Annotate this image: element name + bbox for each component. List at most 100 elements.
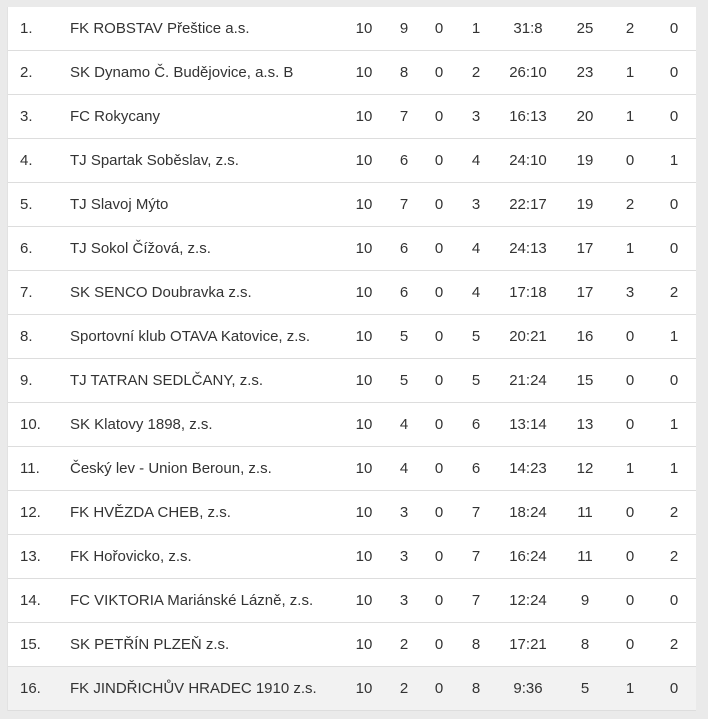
extra-stat-2-cell: 1 (669, 152, 679, 169)
played-cell: 10 (355, 328, 373, 345)
played-cell: 10 (355, 416, 373, 433)
points-cell: 8 (580, 636, 590, 653)
score-cell: 31:8 (513, 20, 543, 37)
points-cell: 16 (576, 328, 594, 345)
team-name-cell: Český lev - Union Beroun, z.s. (70, 460, 272, 477)
losses-cell: 5 (471, 372, 481, 389)
points-cell: 15 (576, 372, 594, 389)
wins-cell: 6 (399, 152, 409, 169)
wins-cell: 6 (399, 240, 409, 257)
wins-cell: 2 (399, 680, 409, 697)
rank-cell: 5. (20, 196, 33, 213)
team-name-cell: TJ Sokol Čížová, z.s. (70, 240, 211, 257)
extra-stat-2-cell: 0 (669, 20, 679, 37)
team-name-cell: FC VIKTORIA Mariánské Lázně, z.s. (70, 592, 314, 609)
played-cell: 10 (355, 372, 373, 389)
team-name-cell: TJ Spartak Soběslav, z.s. (70, 152, 239, 169)
played-cell: 10 (355, 196, 373, 213)
rank-cell: 4. (20, 152, 33, 169)
team-name-cell: FK Hořovicko, z.s. (70, 548, 192, 565)
extra-stat-2-cell: 0 (669, 680, 679, 697)
played-cell: 10 (355, 548, 373, 565)
played-cell: 10 (355, 504, 373, 521)
extra-stat-2-cell: 0 (669, 108, 679, 125)
table-row: 1. FK ROBSTAV Přeštice a.s. 10 9 0 1 31:8 25 2 0 (8, 7, 696, 51)
draws-cell: 0 (434, 372, 444, 389)
played-cell: 10 (355, 240, 373, 257)
score-cell: 16:24 (509, 548, 547, 565)
wins-cell: 3 (399, 592, 409, 609)
extra-stat-1-cell: 2 (625, 20, 635, 37)
points-cell: 11 (577, 504, 593, 521)
table-row: 15. SK PETŘÍN PLZEŇ z.s. 10 2 0 8 17:21 8 0 2 (8, 623, 696, 667)
score-cell: 17:18 (509, 284, 547, 301)
draws-cell: 0 (434, 108, 444, 125)
table-row: 14. FC VIKTORIA Mariánské Lázně, z.s. 10 3 0… (8, 579, 696, 623)
draws-cell: 0 (434, 284, 444, 301)
points-cell: 19 (576, 152, 594, 169)
points-cell: 19 (576, 196, 594, 213)
rank-cell: 13. (20, 548, 41, 565)
losses-cell: 4 (471, 152, 481, 169)
team-name-cell: SK SENCO Doubravka z.s. (70, 284, 252, 301)
team-name-cell: TJ TATRAN SEDLČANY, z.s. (70, 372, 264, 389)
rank-cell: 11. (20, 460, 40, 477)
table-row: 10. SK Klatovy 1898, z.s. 10 4 0 6 13:14 13 0 1 (8, 403, 696, 447)
played-cell: 10 (355, 64, 373, 81)
played-cell: 10 (355, 680, 373, 697)
losses-cell: 7 (471, 548, 481, 565)
score-cell: 16:13 (509, 108, 547, 125)
played-cell: 10 (355, 592, 373, 609)
wins-cell: 4 (399, 460, 409, 477)
extra-stat-2-cell: 0 (669, 64, 679, 81)
score-cell: 20:21 (509, 328, 547, 345)
rank-cell: 16. (20, 680, 41, 697)
draws-cell: 0 (434, 548, 444, 565)
standings-table: 1. FK ROBSTAV Přeštice a.s. 10 9 0 1 31:8 25 2 0 2… (7, 7, 696, 711)
played-cell: 10 (355, 636, 373, 653)
losses-cell: 4 (471, 284, 481, 301)
extra-stat-1-cell: 0 (625, 372, 635, 389)
wins-cell: 6 (399, 284, 409, 301)
score-cell: 24:13 (509, 240, 547, 257)
losses-cell: 5 (471, 328, 481, 345)
points-cell: 11 (577, 548, 593, 565)
points-cell: 20 (576, 108, 594, 125)
score-cell: 22:17 (509, 196, 547, 213)
team-name-cell: SK Dynamo Č. Budějovice, a.s. B (70, 64, 294, 81)
wins-cell: 7 (399, 196, 409, 213)
extra-stat-2-cell: 2 (669, 284, 679, 301)
score-cell: 14:23 (509, 460, 547, 477)
table-row: 4. TJ Spartak Soběslav, z.s. 10 6 0 4 24:10 19 0… (8, 139, 696, 183)
rank-cell: 6. (20, 240, 33, 257)
score-cell: 24:10 (509, 152, 547, 169)
table-row: 5. TJ Slavoj Mýto 10 7 0 3 22:17 19 2 0 (8, 183, 696, 227)
rank-cell: 1. (20, 20, 33, 37)
rank-cell: 8. (20, 328, 33, 345)
points-cell: 17 (576, 284, 594, 301)
extra-stat-2-cell: 1 (669, 460, 679, 477)
table-row: 11. Český lev - Union Beroun, z.s. 10 4 0 6 14… (8, 447, 696, 491)
score-cell: 9:36 (513, 680, 543, 697)
played-cell: 10 (355, 284, 373, 301)
draws-cell: 0 (434, 504, 444, 521)
losses-cell: 8 (471, 680, 481, 697)
extra-stat-1-cell: 0 (625, 152, 635, 169)
draws-cell: 0 (434, 152, 444, 169)
played-cell: 10 (355, 460, 373, 477)
extra-stat-2-cell: 0 (669, 196, 679, 213)
rank-cell: 7. (20, 284, 33, 301)
extra-stat-1-cell: 1 (625, 680, 635, 697)
draws-cell: 0 (434, 460, 444, 477)
extra-stat-1-cell: 0 (625, 504, 635, 521)
wins-cell: 2 (399, 636, 409, 653)
score-cell: 21:24 (509, 372, 547, 389)
team-name-cell: TJ Slavoj Mýto (70, 196, 169, 213)
table-row: 9. TJ TATRAN SEDLČANY, z.s. 10 5 0 5 21:24 15 0 0 (8, 359, 696, 403)
draws-cell: 0 (434, 592, 444, 609)
team-name-cell: FK HVĚZDA CHEB, z.s. (70, 504, 231, 521)
points-cell: 25 (576, 20, 594, 37)
extra-stat-1-cell: 1 (625, 64, 635, 81)
extra-stat-2-cell: 2 (669, 548, 679, 565)
standings-rows: 1. FK ROBSTAV Přeštice a.s. 10 9 0 1 31:8 25 2 0 2… (8, 7, 696, 711)
